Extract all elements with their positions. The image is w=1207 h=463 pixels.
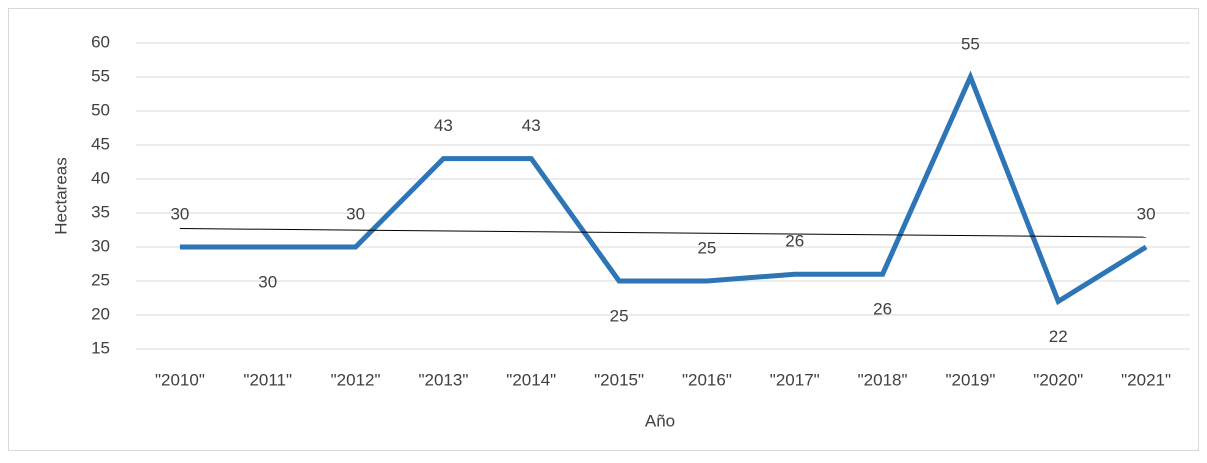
data-label: 25: [697, 238, 716, 257]
y-tick-label: 40: [91, 168, 110, 187]
y-tick-label: 15: [91, 338, 110, 357]
data-label: 30: [1137, 204, 1156, 223]
data-label: 22: [1049, 327, 1068, 346]
x-tick-label: "2018": [858, 370, 908, 389]
x-tick-label: "2014": [506, 370, 556, 389]
y-tick-label: 50: [91, 100, 110, 119]
data-label: 25: [610, 306, 629, 325]
x-tick-label: "2019": [945, 370, 995, 389]
y-axis-title: Hectareas: [51, 157, 70, 234]
x-axis-title: Año: [645, 411, 675, 430]
data-label: 26: [873, 300, 892, 319]
data-label: 26: [785, 232, 804, 251]
y-tick-label: 30: [91, 236, 110, 255]
x-tick-label: "2017": [770, 370, 820, 389]
data-line: [179, 70, 1148, 306]
x-tick-label: "2013": [418, 370, 468, 389]
data-label: 43: [434, 116, 453, 135]
y-tick-label: 60: [91, 32, 110, 51]
y-tick-label: 45: [91, 134, 110, 153]
data-label: 30: [346, 204, 365, 223]
x-tick-label: "2012": [331, 370, 381, 389]
data-label: 30: [170, 204, 189, 223]
x-tick-label: "2015": [594, 370, 644, 389]
trendline: [179, 228, 1147, 238]
y-tick-label: 35: [91, 202, 110, 221]
y-tick-label: 20: [91, 304, 110, 323]
x-tick-label: "2020": [1033, 370, 1083, 389]
data-label: 55: [961, 34, 980, 53]
chart-frame: [8, 8, 1199, 451]
data-label: 30: [258, 272, 277, 291]
data-label: 43: [522, 116, 541, 135]
x-tick-label: "2016": [682, 370, 732, 389]
x-tick-label: "2021": [1121, 370, 1171, 389]
x-tick-label: "2010": [155, 370, 205, 389]
y-tick-label: 25: [91, 270, 110, 289]
y-tick-label: 55: [91, 66, 110, 85]
x-tick-label: "2011": [243, 370, 292, 389]
